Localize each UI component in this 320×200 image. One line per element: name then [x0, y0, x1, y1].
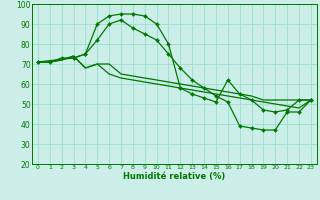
X-axis label: Humidité relative (%): Humidité relative (%) [123, 172, 226, 181]
